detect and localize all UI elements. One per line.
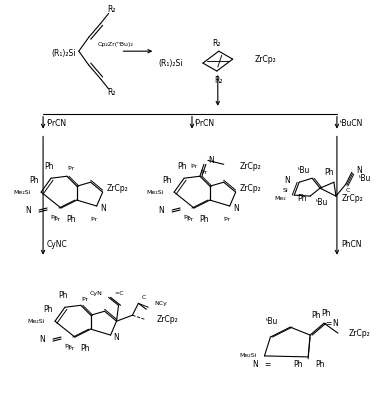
Text: ZrCp₂: ZrCp₂ [255,55,276,63]
Text: ⁱPr: ⁱPr [187,218,194,223]
Text: R₂: R₂ [107,5,116,14]
Text: ⁱPrCN: ⁱPrCN [195,119,215,128]
Text: N: N [356,166,361,175]
Text: =C: =C [114,291,124,296]
Text: C: C [141,295,146,300]
Text: N: N [208,156,214,165]
Text: Me₂: Me₂ [274,196,286,201]
Text: ⁱPr: ⁱPr [81,297,89,302]
Text: ⁱPr: ⁱPr [200,170,207,175]
Text: ⁱPr: ⁱPr [67,166,74,171]
Text: =: = [326,319,332,328]
Text: N: N [253,360,258,369]
Text: ᵗBuCN: ᵗBuCN [340,119,363,128]
Text: N: N [114,333,119,341]
Text: ZrCp₂: ZrCp₂ [107,184,128,193]
Text: Ph: Ph [293,360,303,369]
Text: ⁱPr: ⁱPr [64,344,71,349]
Text: ZrCp₂: ZrCp₂ [240,184,261,193]
Text: Cp₂Zr(ⁿBu)₂: Cp₂Zr(ⁿBu)₂ [98,42,133,47]
Text: N: N [25,205,31,215]
Text: Ph: Ph [80,344,90,354]
Text: R₂: R₂ [212,39,221,48]
Text: Ph: Ph [199,215,209,224]
Text: ᵗBu: ᵗBu [298,166,310,175]
Text: ZrCp₂: ZrCp₂ [342,194,364,202]
Text: ⁱPr: ⁱPr [68,346,75,352]
Text: N: N [233,204,239,213]
Text: ZrCp₂: ZrCp₂ [156,315,178,324]
Text: R₂: R₂ [215,76,223,85]
Text: ⁱPr: ⁱPr [224,218,231,223]
Text: CyN: CyN [90,291,103,296]
Text: Me₂Si: Me₂Si [14,190,31,194]
Text: Ph: Ph [311,311,321,320]
Text: Ph: Ph [44,162,54,171]
Text: Me₂Si: Me₂Si [28,319,45,324]
Text: ZrCp₂: ZrCp₂ [349,328,370,338]
Text: Ph: Ph [43,305,53,314]
Text: Ph: Ph [162,176,172,185]
Text: Si: Si [283,188,288,193]
Text: ⁱPr: ⁱPr [51,215,58,220]
Text: PhCN: PhCN [341,240,361,249]
Text: Ph: Ph [324,168,334,177]
Text: ᵗBu: ᵗBu [359,174,371,183]
Text: ⁱPrCN: ⁱPrCN [46,119,66,128]
Text: ᵗBu: ᵗBu [316,197,328,207]
Text: Ph: Ph [66,215,76,224]
Text: ᵗBu: ᵗBu [266,317,279,326]
Text: ZrCp₂: ZrCp₂ [240,162,261,171]
Text: NCy: NCy [154,301,167,306]
Text: =: = [264,360,271,369]
Text: CyNC: CyNC [47,240,68,249]
Text: Ph: Ph [321,309,331,318]
Text: Ph: Ph [298,194,307,202]
Text: (R₁)₂Si: (R₁)₂Si [51,49,76,58]
Text: R₂: R₂ [107,88,116,97]
Text: C: C [346,188,350,193]
Text: ⁱPr: ⁱPr [91,218,98,223]
Text: Ph: Ph [29,176,39,185]
Text: N: N [39,335,45,344]
Text: N: N [158,205,164,215]
Text: Me₂Si: Me₂Si [147,190,164,194]
Text: N: N [332,319,338,328]
Text: (R₁)₂Si: (R₁)₂Si [158,58,183,68]
Text: ⁱPr: ⁱPr [54,218,61,223]
Text: Ph: Ph [315,360,325,369]
Text: Me₂Si: Me₂Si [239,353,256,358]
Text: N: N [100,204,106,213]
Text: ⁱPr: ⁱPr [190,164,198,169]
Text: Ph: Ph [177,162,187,171]
Text: ⁱPr: ⁱPr [184,215,191,220]
Text: N: N [285,176,290,185]
Text: Ph: Ph [58,291,68,300]
